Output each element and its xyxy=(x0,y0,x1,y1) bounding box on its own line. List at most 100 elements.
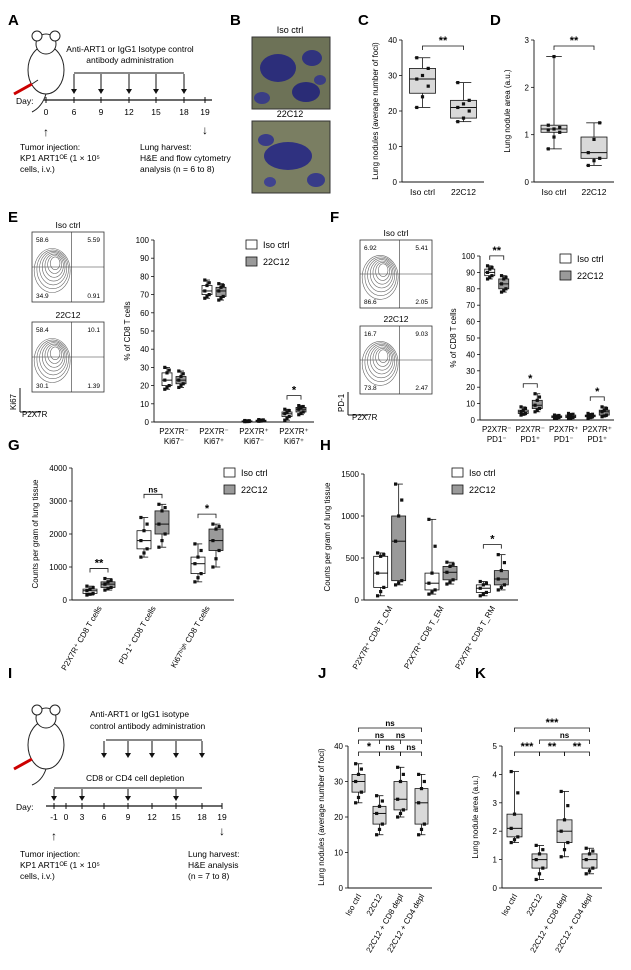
timeline-day-label: 0 xyxy=(44,107,49,117)
significance-label: * xyxy=(205,503,210,515)
data-point xyxy=(377,804,382,808)
admin-arrow-head xyxy=(173,753,179,758)
y-tick-label: 1000 xyxy=(341,512,359,521)
contour-line xyxy=(378,349,389,363)
contour-line xyxy=(50,346,61,360)
data-point xyxy=(379,554,383,558)
quadrant-value: 16.7 xyxy=(364,331,377,338)
y-tick-label: 40 xyxy=(388,36,397,45)
data-point xyxy=(552,135,556,139)
significance-bracket xyxy=(89,568,109,573)
data-point xyxy=(211,522,215,526)
data-point xyxy=(356,772,361,776)
significance-bracket xyxy=(553,45,595,50)
data-point xyxy=(375,811,379,816)
data-point xyxy=(552,127,556,131)
y-tick-label: 1 xyxy=(493,856,498,865)
y-tick-label: 30 xyxy=(466,367,475,376)
legend-swatch xyxy=(245,256,258,267)
data-point xyxy=(377,827,382,832)
data-point xyxy=(167,384,171,388)
data-point xyxy=(566,415,571,419)
histology-top-label: Iso ctrl xyxy=(277,25,304,35)
x-tick-label: P2X7R⁻ xyxy=(482,425,512,434)
significance-label: ** xyxy=(548,741,557,753)
y-tick-label: 500 xyxy=(346,554,360,563)
histology-image-22c12 xyxy=(251,120,331,194)
data-point xyxy=(163,378,167,382)
box xyxy=(393,781,408,811)
data-point xyxy=(433,544,437,548)
data-point xyxy=(502,277,506,281)
data-point xyxy=(523,411,528,416)
data-point xyxy=(598,156,602,160)
admin-arrow-head xyxy=(125,753,131,758)
data-point xyxy=(211,565,215,569)
data-point xyxy=(584,858,588,862)
x-tick-label: P2X7R⁻ xyxy=(515,425,545,434)
y-tick-label: 1 xyxy=(525,131,530,140)
y-tick-label: 90 xyxy=(140,254,149,263)
flow-plot-title: 22C12 xyxy=(383,314,408,324)
data-point xyxy=(199,572,203,576)
y-axis-label: Counts per gram of lung tissue xyxy=(31,479,40,588)
contour-line xyxy=(36,249,69,289)
data-point xyxy=(297,404,301,408)
data-point xyxy=(283,412,287,416)
y-axis-label: % of CD8 T cells xyxy=(449,308,458,367)
data-point xyxy=(509,840,513,845)
data-point xyxy=(566,411,571,416)
panel-a-schematic: Anti-ART1 or IgG1 Isotype control antibo… xyxy=(13,30,231,174)
x-tick-label: P2X7R⁺ xyxy=(239,427,269,436)
timeline-day-label: 12 xyxy=(147,812,157,822)
box xyxy=(391,515,407,582)
admin-arrow-head xyxy=(199,753,205,758)
data-point xyxy=(430,590,434,594)
data-point xyxy=(221,294,225,299)
data-point xyxy=(142,551,146,555)
data-point xyxy=(584,846,588,850)
data-point xyxy=(163,387,167,391)
quadrant-value: 10.1 xyxy=(87,327,100,334)
data-point xyxy=(415,56,419,60)
data-point xyxy=(604,413,609,417)
data-point xyxy=(481,583,485,587)
data-point xyxy=(533,410,537,414)
y-tick-label: 60 xyxy=(466,318,475,327)
data-point xyxy=(283,418,287,422)
timeline-day-label: 18 xyxy=(179,107,189,117)
data-point xyxy=(461,116,466,120)
flow-plot-title: 22C12 xyxy=(55,310,80,320)
quadrant-value: 73.8 xyxy=(364,385,377,392)
data-point xyxy=(299,405,303,410)
x-tick-label: P2X7R⁺ CD8 T_EM xyxy=(402,604,446,670)
data-point xyxy=(433,588,437,592)
x-tick-label: 22C12 xyxy=(581,187,606,197)
data-point xyxy=(445,570,449,574)
data-point xyxy=(85,589,89,593)
data-point xyxy=(420,73,425,78)
contour-line xyxy=(39,251,68,286)
data-point xyxy=(496,577,500,581)
x-tick-label: Ki67⁺ xyxy=(204,437,224,446)
data-point xyxy=(562,818,567,822)
y-tick-label: 4 xyxy=(493,770,498,779)
arrow-down-icon: ↓ xyxy=(202,123,208,137)
data-point xyxy=(519,410,523,414)
legend-label: 22C12 xyxy=(577,271,604,281)
data-point xyxy=(562,848,567,852)
timeline-day-label: 3 xyxy=(80,812,85,822)
timeline-day-label: 0 xyxy=(64,812,69,822)
data-point xyxy=(85,593,89,597)
data-point xyxy=(546,128,550,132)
y-tick-label: 100 xyxy=(462,252,476,261)
data-point xyxy=(139,555,143,559)
data-point xyxy=(467,109,471,113)
data-point xyxy=(478,586,482,590)
y-tick-label: 0 xyxy=(145,418,150,427)
data-point xyxy=(456,120,460,124)
chart-c: 0 10 20 30 40 Lung nodules (average number of… xyxy=(371,35,484,197)
data-point xyxy=(485,277,490,281)
data-point xyxy=(85,584,89,588)
